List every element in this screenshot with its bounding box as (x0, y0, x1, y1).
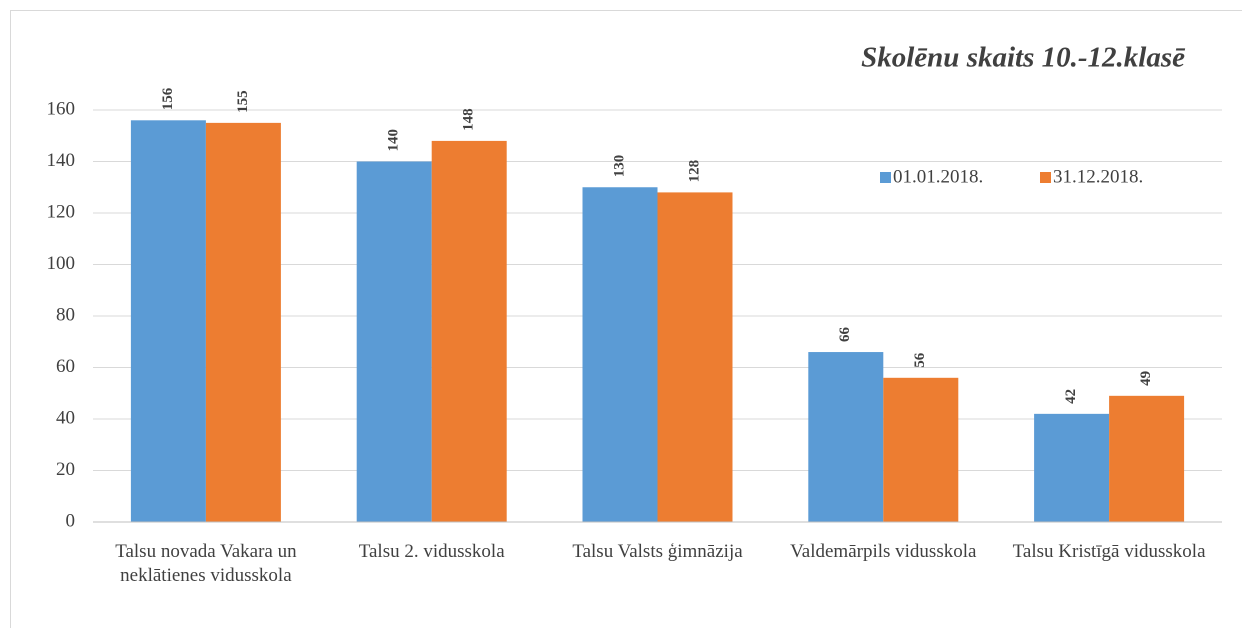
y-tick-label: 160 (47, 98, 76, 119)
y-tick-label: 60 (56, 356, 75, 377)
x-tick-label: Talsu Valsts ģimnāzija (572, 541, 743, 562)
bar (356, 161, 432, 522)
bar (205, 122, 281, 522)
data-label: 56 (912, 352, 928, 368)
y-tick-label: 120 (47, 201, 76, 222)
legend-label: 31.12.2018. (1053, 166, 1143, 187)
x-tick-label: Talsu 2. vidusskola (358, 541, 505, 562)
bar (1109, 395, 1185, 522)
legend-label: 01.01.2018. (893, 166, 983, 187)
y-tick-label: 80 (56, 304, 75, 325)
y-tick-label: 100 (47, 253, 76, 274)
bar (883, 377, 959, 522)
bar (657, 192, 733, 522)
chart-frame (10, 10, 1242, 628)
legend-swatch (880, 172, 891, 183)
bar (431, 140, 507, 522)
y-tick-label: 0 (66, 510, 76, 531)
data-label: 156 (160, 87, 176, 110)
x-tick-label: Talsu Kristīgā vidusskola (1012, 541, 1206, 562)
y-tick-label: 140 (47, 150, 76, 171)
data-label: 128 (686, 160, 702, 183)
data-label: 155 (235, 90, 251, 113)
data-label: 49 (1138, 371, 1154, 386)
x-tick-label: Valdemārpils vidusskola (790, 541, 977, 562)
bar (1034, 413, 1110, 522)
data-label: 148 (461, 108, 477, 131)
bar (808, 352, 884, 522)
x-tick-label: Talsu novada Vakara un neklātienes vidus… (115, 541, 297, 586)
data-label: 42 (1063, 389, 1079, 404)
y-tick-label: 20 (56, 459, 75, 480)
legend-swatch (1040, 172, 1051, 183)
bar (582, 187, 658, 522)
chart-title: Skolēnu skaits 10.-12.klasē (861, 42, 1186, 74)
bar (130, 120, 206, 523)
y-tick-label: 40 (56, 407, 75, 428)
data-label: 140 (386, 129, 402, 152)
data-label: 130 (611, 155, 627, 178)
data-label: 66 (837, 327, 853, 343)
